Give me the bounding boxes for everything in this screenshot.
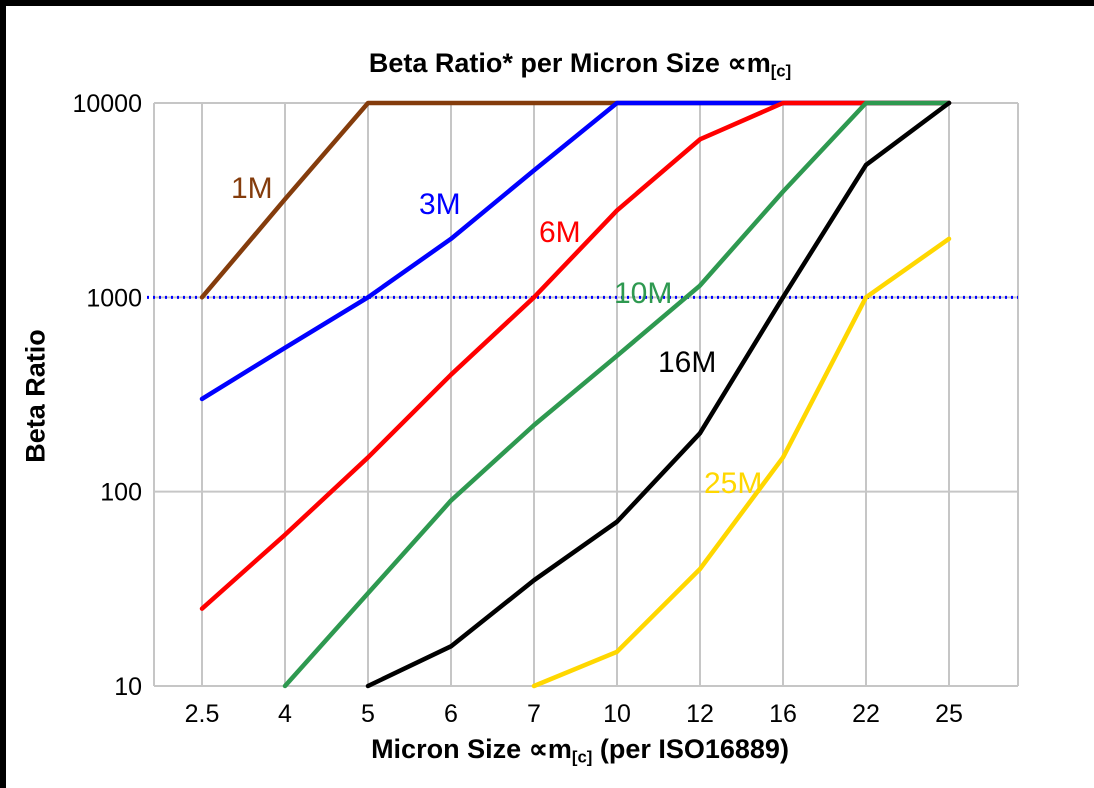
x-axis-title: Micron Size ∝m[c] (per ISO16889) — [148, 734, 1012, 768]
chart-title-subscript: [c] — [770, 61, 792, 81]
plot-area: 1M 3M 6M 10M 16M 25M 2.5 4 5 6 7 10 12 16 22 25 10 100 100… — [72, 90, 1019, 728]
series-label-3M: 3M — [419, 188, 461, 221]
series-label-6M: 6M — [539, 216, 581, 249]
x-axis-title-text: Micron Size ∝m — [371, 734, 572, 764]
series-label-16M: 16M — [658, 346, 716, 379]
x-tick-label: 25 — [935, 700, 963, 728]
series-label-10M: 10M — [614, 277, 672, 310]
x-tick-label: 16 — [769, 700, 797, 728]
x-axis-title-subscript: [c] — [571, 747, 593, 767]
y-tick-label: 1000 — [86, 284, 142, 312]
y-axis-title: Beta Ratio — [20, 329, 51, 463]
chart-title-text: Beta Ratio* per Micron Size ∝m — [368, 48, 771, 78]
x-tick-label: 5 — [361, 700, 375, 728]
x-tick-label: 6 — [444, 700, 458, 728]
series-label-25M: 25M — [704, 467, 762, 500]
series-line-6M — [199, 100, 952, 611]
chart-title: Beta Ratio* per Micron Size ∝m[c] — [148, 48, 1012, 82]
series-line-16M — [365, 100, 952, 689]
x-axis-title-suffix: (per ISO16889) — [592, 734, 789, 764]
series-label-1M: 1M — [231, 172, 273, 205]
x-tick-label: 22 — [852, 700, 880, 728]
series-line-25M — [531, 236, 952, 689]
series-line-10M — [282, 100, 952, 689]
x-tick-label: 2.5 — [185, 700, 220, 728]
y-tick-label: 10 — [114, 673, 142, 701]
x-tick-label: 4 — [278, 700, 292, 728]
y-tick-label: 100 — [100, 479, 142, 507]
x-tick-label: 7 — [527, 700, 541, 728]
y-tick-label: 10000 — [72, 90, 142, 118]
x-tick-label: 10 — [603, 700, 631, 728]
x-tick-label: 12 — [686, 700, 714, 728]
